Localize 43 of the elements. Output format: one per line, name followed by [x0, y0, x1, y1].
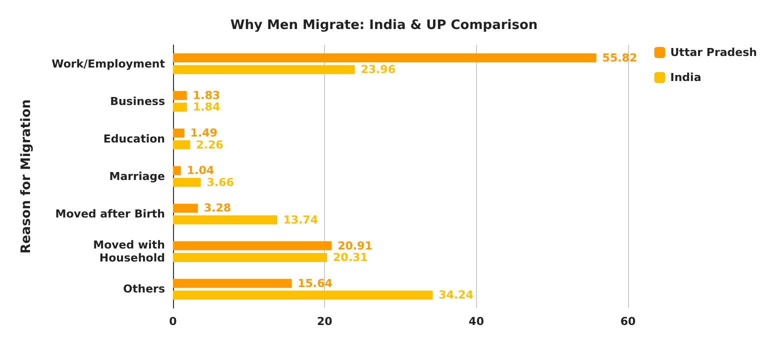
- bar: [173, 252, 328, 262]
- y-axis-title: Reason for Migration: [19, 99, 34, 254]
- legend-label: Uttar Pradesh: [670, 46, 757, 59]
- bar: [173, 278, 292, 288]
- data-label: 1.49: [190, 126, 218, 140]
- bar: [173, 128, 184, 138]
- x-tick-label: 20: [317, 315, 333, 328]
- data-label: 13.74: [283, 213, 318, 226]
- bar: [173, 241, 332, 250]
- bar: [173, 140, 190, 150]
- y-tick-label: Moved with Household: [93, 238, 165, 265]
- data-label: 1.04: [186, 164, 214, 178]
- data-label: 23.96: [360, 63, 396, 76]
- data-label: 15.64: [298, 276, 333, 290]
- x-tick-label: 0: [169, 315, 178, 328]
- y-tick-label: Education: [103, 132, 165, 146]
- y-tick-label: Business: [110, 94, 166, 108]
- data-label: 20.31: [333, 250, 368, 264]
- x-tick-label: 60: [620, 315, 636, 328]
- bar: [173, 91, 187, 100]
- bar: [173, 102, 187, 112]
- data-label: 20.91: [338, 239, 372, 252]
- data-label: 34.24: [438, 288, 474, 302]
- y-tick-label: Work/Employment: [52, 57, 165, 70]
- x-tick-label: 40: [468, 315, 484, 328]
- y-tick-label: Others: [123, 282, 166, 296]
- bar: [173, 290, 433, 300]
- bar: [173, 65, 355, 74]
- data-label: 1.83: [192, 89, 220, 102]
- bar: [173, 215, 278, 224]
- bar: [173, 204, 198, 213]
- bar: [173, 178, 201, 187]
- data-label: 3.28: [204, 202, 232, 215]
- data-label: 2.26: [196, 138, 224, 152]
- chart-title: Why Men Migrate: India & UP Comparison: [230, 18, 538, 33]
- data-label: 55.82: [602, 51, 638, 64]
- y-tick-label: Marriage: [109, 170, 165, 183]
- data-label: 3.66: [206, 176, 234, 189]
- bar: [173, 166, 181, 176]
- legend-label: India: [670, 71, 702, 84]
- bar: [173, 53, 596, 62]
- y-tick-label: Moved after Birth: [55, 208, 165, 221]
- data-label: 1.84: [192, 100, 220, 114]
